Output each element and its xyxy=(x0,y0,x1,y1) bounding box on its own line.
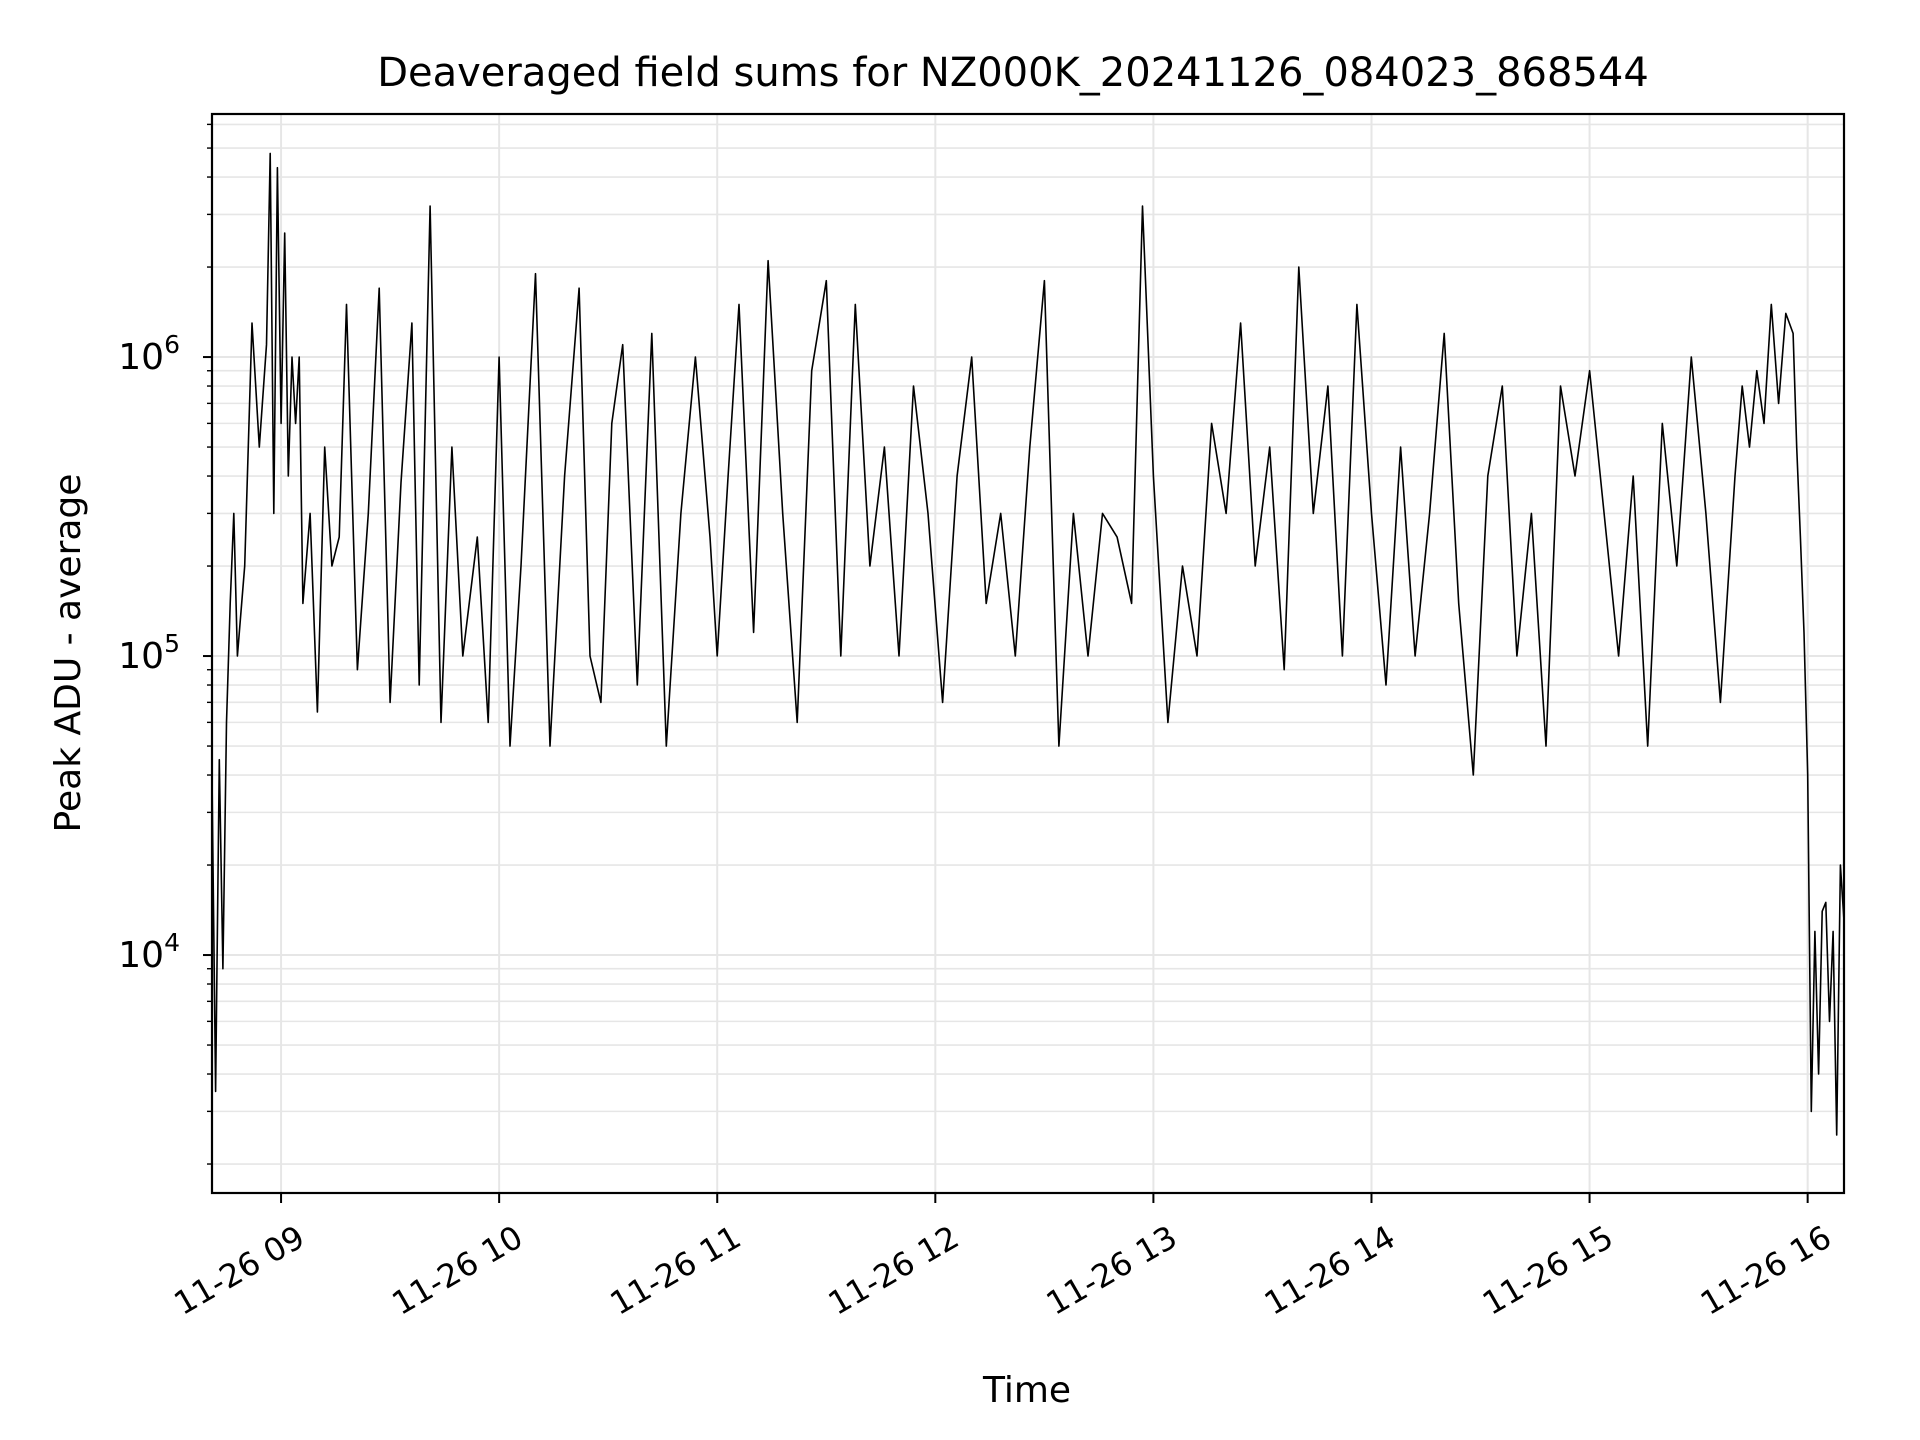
y-axis-label: Peak ADU - average xyxy=(48,474,89,833)
x-axis-label: Time xyxy=(982,1370,1071,1411)
series-line xyxy=(211,152,1845,1136)
y-tick-label: 106 xyxy=(118,330,180,378)
y-tick-label: 105 xyxy=(118,629,180,677)
y-tick-label: 104 xyxy=(118,928,180,976)
plot-frame xyxy=(210,112,1846,1195)
grid xyxy=(212,114,1844,1193)
y-axis: 104 105 106 xyxy=(118,123,212,1165)
chart-title: Deaveraged field sums for NZ000K_2024112… xyxy=(377,50,1649,96)
